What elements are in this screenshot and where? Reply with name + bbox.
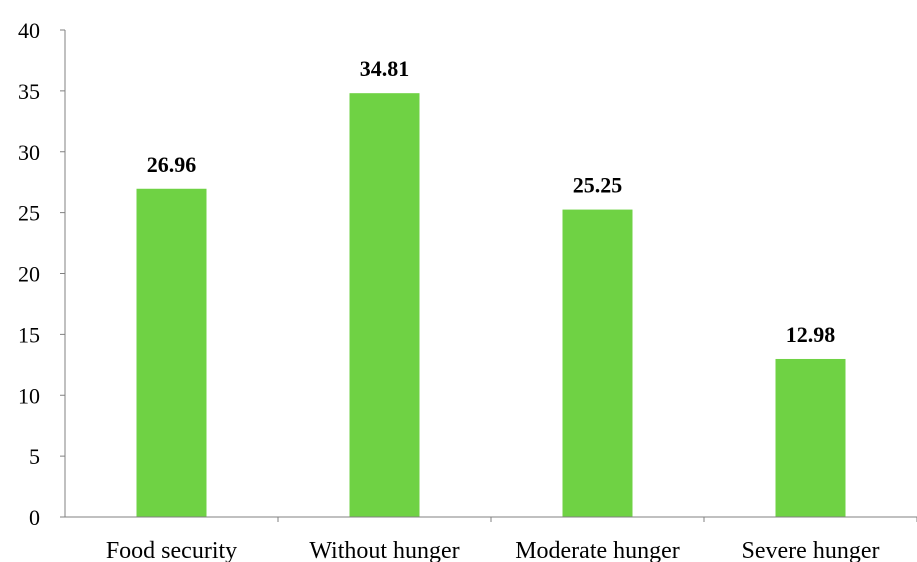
y-tick-label: 30 [18,140,40,165]
data-label: 26.96 [147,152,197,177]
bars: 26.96 34.81 25.25 12.98 [136,56,846,518]
y-axis: 0 5 10 15 20 25 30 35 40 [18,18,66,530]
y-tick-label: 5 [29,444,40,469]
data-label: 25.25 [573,173,623,198]
x-category-label: Moderate hunger [515,538,680,562]
bar-food-security [136,188,207,517]
x-category-label: Severe hunger [742,538,880,562]
bar-severe-hunger [775,358,846,517]
y-tick-label: 25 [18,201,40,226]
x-category-label: Food security [106,538,237,562]
bar-without-hunger [349,93,420,518]
y-tick-label: 15 [18,322,40,347]
y-tick-label: 40 [18,18,40,43]
data-label: 34.81 [360,56,410,81]
y-tick-label: 10 [18,383,40,408]
x-axis: Food security Without hunger Moderate hung… [65,516,917,562]
x-category-label: Without hunger [309,538,459,562]
data-label: 12.98 [786,322,836,347]
y-tick-label: 20 [18,262,40,287]
y-tick-label: 35 [18,79,40,104]
y-tick-label: 0 [29,505,40,530]
bar-moderate-hunger [562,209,633,518]
